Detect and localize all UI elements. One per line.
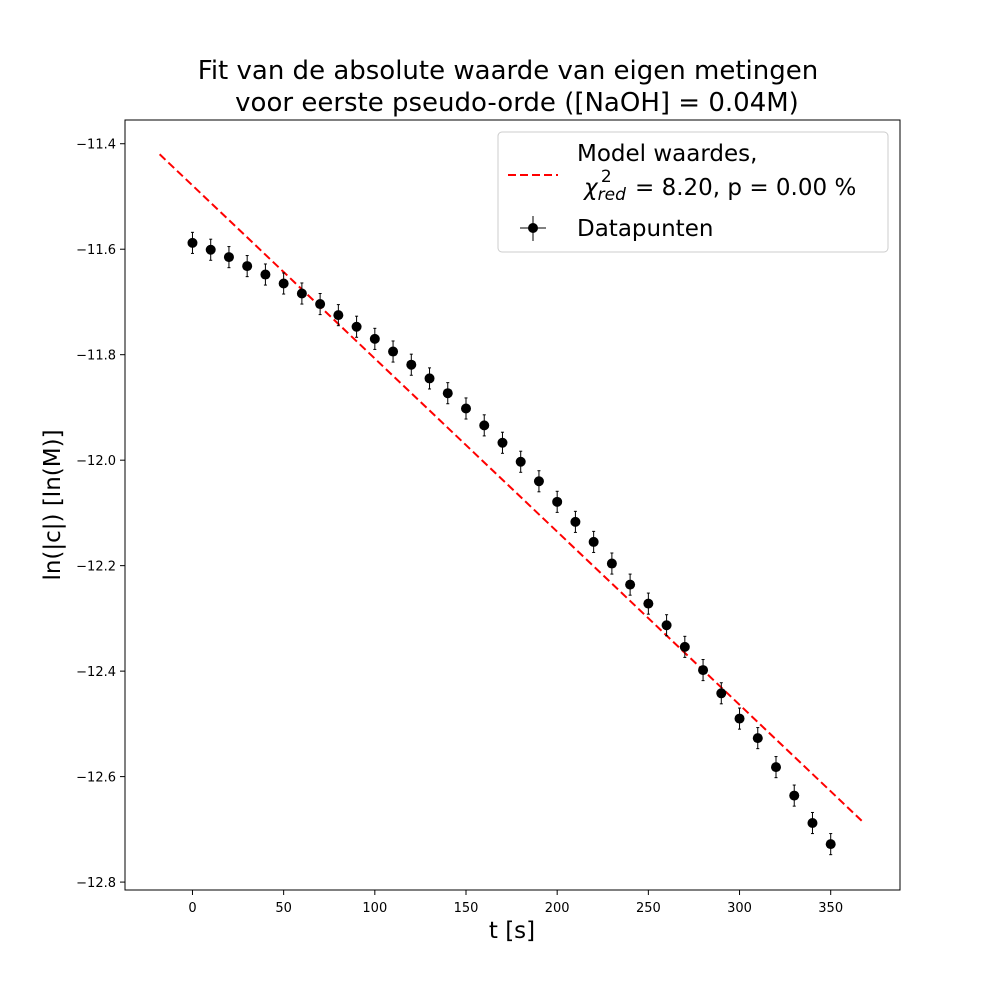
- data-point: [643, 598, 654, 609]
- axes-frame: [124, 119, 901, 891]
- x-tick-label: 300: [727, 901, 752, 916]
- y-axis: −11.4 −11.6 −11.8 −12.0 −12.2 −12.4 −12.6 −12.8: [76, 138, 125, 891]
- data-point: [625, 579, 636, 590]
- y-axis-label: ln(|c|) [ln(M)]: [40, 429, 66, 580]
- data-point: [588, 536, 599, 547]
- data-point: [223, 252, 234, 263]
- data-point: [333, 310, 344, 321]
- data-point: [679, 641, 690, 652]
- data-point: [205, 244, 216, 255]
- data-point: [388, 346, 399, 357]
- data-point: [734, 713, 745, 724]
- y-tick-label: −11.8: [76, 349, 116, 364]
- data-point: [533, 476, 544, 487]
- legend-data-label: Datapunten: [577, 216, 713, 242]
- data-point: [789, 790, 800, 801]
- y-tick-label: −12.4: [76, 665, 116, 680]
- data-point: [497, 437, 508, 448]
- y-tick-label: −11.6: [76, 243, 116, 258]
- plot-area: [158, 153, 865, 856]
- x-tick-label: 350: [818, 901, 843, 916]
- data-point: [315, 299, 326, 310]
- data-point: [424, 373, 435, 384]
- x-axis: 0 50 100 150 200 250 300 350: [188, 890, 843, 916]
- data-point: [442, 388, 453, 399]
- legend-data-marker: [528, 223, 538, 233]
- data-point: [570, 516, 581, 527]
- model-fit-line: [158, 153, 865, 824]
- y-tick-label: −12.0: [76, 454, 116, 469]
- x-tick-label: 100: [362, 901, 387, 916]
- data-point: [825, 839, 836, 850]
- data-point: [661, 620, 672, 631]
- x-tick-label: 200: [545, 901, 570, 916]
- chart-title-line-1: Fit van de absolute waarde van eigen met…: [198, 56, 818, 86]
- legend-box: [497, 131, 889, 253]
- data-point: [552, 496, 563, 507]
- data-point: [187, 237, 198, 248]
- y-tick-label: −12.2: [76, 560, 116, 575]
- data-point: [606, 558, 617, 569]
- y-tick-label: −11.4: [76, 138, 116, 153]
- data-point: [369, 333, 380, 344]
- data-point: [260, 269, 271, 280]
- data-point: [716, 688, 727, 699]
- legend: Model waardes, χred2 = 8.20, p = 0.00 % …: [497, 131, 889, 253]
- data-point: [242, 261, 253, 272]
- x-tick-label: 0: [188, 901, 196, 916]
- legend-model-label: Model waardes,: [577, 141, 757, 167]
- y-tick-label: −12.8: [76, 876, 116, 891]
- data-point: [406, 359, 417, 370]
- data-point: [771, 762, 781, 773]
- data-point: [351, 321, 362, 332]
- legend-model-stats: χred2 = 8.20, p = 0.00 %: [582, 167, 856, 205]
- x-tick-label: 50: [275, 901, 292, 916]
- x-tick-label: 250: [636, 901, 661, 916]
- data-point: [698, 665, 709, 676]
- chart-title-line-2: voor eerste pseudo-orde ([NaOH] = 0.04M): [235, 88, 799, 118]
- data-point: [461, 403, 471, 414]
- data-point: [752, 733, 763, 744]
- data-point: [479, 420, 490, 431]
- data-point: [807, 818, 818, 829]
- data-point: [296, 288, 307, 299]
- y-tick-label: −12.6: [76, 771, 116, 786]
- data-point: [515, 456, 526, 467]
- x-tick-label: 150: [454, 901, 479, 916]
- data-point: [278, 278, 289, 289]
- x-axis-label: t [s]: [489, 918, 535, 944]
